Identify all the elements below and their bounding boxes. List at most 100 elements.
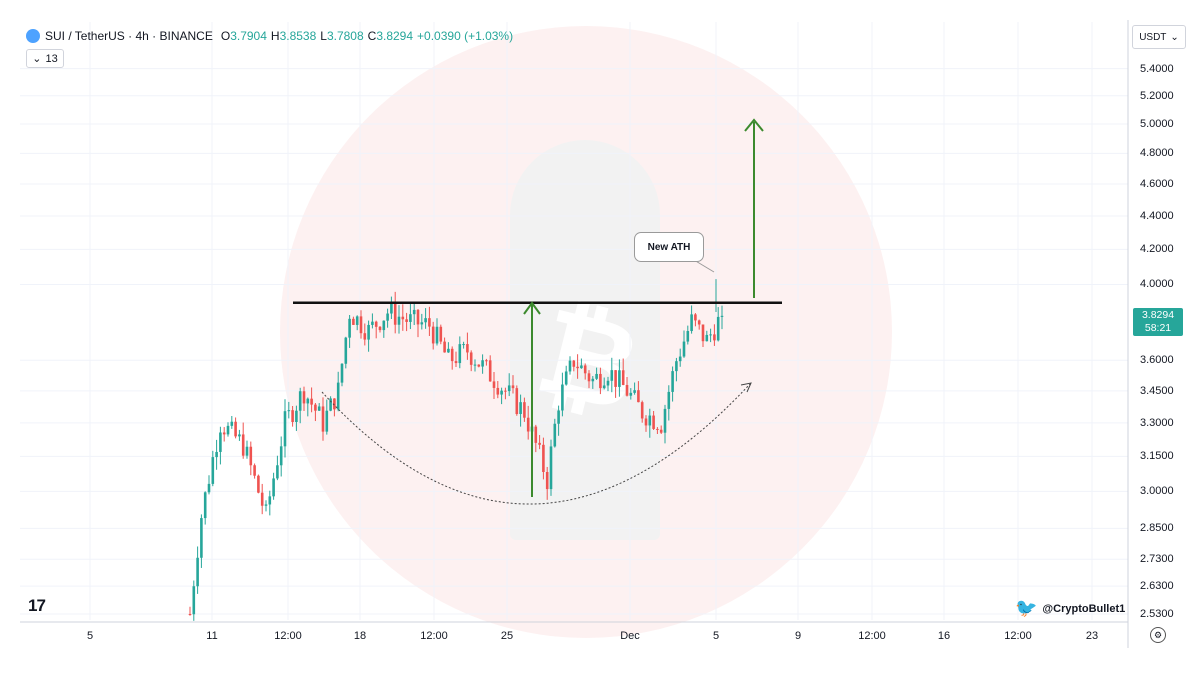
candle-body — [321, 406, 325, 432]
candle-body — [667, 391, 671, 409]
candle-body — [355, 316, 359, 325]
candle-body — [682, 341, 686, 357]
candle-body — [340, 363, 344, 383]
candle-body — [576, 366, 579, 369]
y-tick-label: 2.8500 — [1140, 522, 1174, 535]
high-value: 3.8538 — [279, 29, 317, 43]
candle-body — [215, 451, 218, 458]
candle-body — [371, 321, 374, 325]
candle-body — [238, 434, 241, 437]
candle-body — [264, 504, 268, 506]
candle-body — [439, 326, 443, 342]
change-value: +0.0390 (+1.03%) — [417, 29, 514, 43]
candle-body — [492, 381, 496, 388]
candle-body — [545, 471, 549, 490]
candle-body — [295, 410, 298, 422]
candle-body — [466, 344, 469, 353]
candle-body — [416, 309, 420, 325]
open-value: 3.7904 — [230, 29, 267, 43]
arrowhead — [744, 118, 764, 132]
candle-body — [511, 385, 515, 389]
high-label: H — [270, 29, 280, 43]
candle-body — [249, 446, 253, 466]
indicators-toggle-button[interactable]: ⌄ 13 — [26, 49, 64, 68]
candle-body — [523, 402, 526, 418]
candle-body — [629, 392, 633, 396]
candle-body — [336, 382, 340, 410]
candle-body — [477, 364, 481, 367]
candle-body — [614, 370, 617, 387]
candle-body — [572, 360, 576, 367]
candle-body — [291, 410, 294, 422]
candle-body — [386, 313, 389, 321]
candle-body — [671, 371, 674, 392]
y-tick-label: 2.5300 — [1140, 608, 1174, 620]
y-tick-label: 2.7300 — [1140, 553, 1174, 566]
candle-body — [561, 384, 564, 411]
candle-body — [602, 385, 606, 389]
candle-body — [257, 475, 260, 493]
candle-body — [310, 398, 313, 405]
indicator-count: 13 — [45, 52, 58, 65]
x-tick-label: 25 — [500, 630, 514, 642]
candle-body — [709, 334, 712, 336]
candle-body — [352, 318, 355, 325]
candle-body — [553, 423, 557, 447]
settings-icon[interactable]: ⚙ — [1150, 627, 1166, 643]
y-tick-label: 5.4000 — [1140, 62, 1174, 75]
candle-body — [534, 426, 538, 443]
candle-body — [325, 410, 329, 432]
candle-body — [496, 387, 500, 395]
bar-countdown: 58:21 — [1144, 321, 1172, 334]
y-tick-label: 4.6000 — [1140, 177, 1174, 190]
candle-body — [697, 320, 701, 325]
candle-body — [382, 320, 386, 331]
x-tick-label: 23 — [1085, 630, 1099, 642]
arrowhead — [523, 301, 541, 315]
y-tick-label: 2.6300 — [1140, 580, 1174, 593]
y-tick-label: 4.8000 — [1140, 147, 1174, 160]
last-price: 3.8294 — [1141, 309, 1175, 322]
candle-body — [363, 333, 367, 340]
candle-body — [621, 370, 625, 385]
candle-body — [226, 425, 230, 435]
candle-body — [450, 348, 454, 362]
candle-body — [272, 478, 275, 497]
candle-body — [716, 316, 720, 341]
candle-body — [378, 326, 382, 331]
y-tick-label: 4.0000 — [1140, 278, 1174, 291]
candle-body — [420, 322, 424, 325]
candle-body — [302, 391, 306, 404]
x-tick-label: 16 — [937, 630, 951, 642]
candle-body — [390, 303, 393, 314]
candle-body — [268, 496, 272, 505]
candle-body — [234, 421, 237, 437]
x-tick-label: 18 — [353, 630, 367, 642]
candle-body — [253, 465, 256, 476]
candle-body — [542, 444, 545, 472]
candle-body — [367, 324, 370, 340]
candle-body — [469, 352, 473, 365]
x-tick-label: 5 — [712, 630, 720, 642]
candle-body — [519, 402, 522, 415]
candle-body — [637, 390, 640, 403]
candle-body — [675, 361, 678, 372]
currency-select[interactable]: USDT ⌄ — [1132, 25, 1186, 49]
y-tick-label: 3.1500 — [1140, 450, 1174, 463]
symbol-label[interactable]: SUI / TetherUS · 4h · BINANCE — [45, 29, 213, 43]
candle-body — [564, 371, 568, 385]
chevron-down-icon: ⌄ — [1170, 31, 1179, 43]
tradingview-logo[interactable]: 17 — [28, 596, 46, 615]
candle-body — [279, 446, 283, 466]
y-tick-label: 5.0000 — [1140, 117, 1174, 130]
candle-body — [188, 614, 192, 615]
candle-body — [713, 334, 716, 341]
author-credit: 🐦 @CryptoBullet1 — [1015, 598, 1125, 619]
y-tick-label: 3.4500 — [1140, 384, 1174, 397]
candle-body — [260, 492, 264, 506]
low-label: L — [320, 29, 327, 43]
candle-body — [557, 410, 560, 424]
candle-body — [333, 398, 336, 410]
